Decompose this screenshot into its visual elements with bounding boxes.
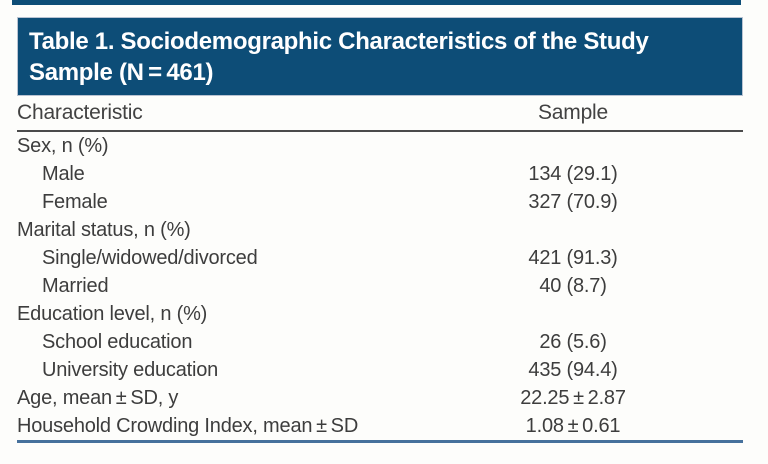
row-value: [403, 216, 743, 244]
row-value: [403, 300, 743, 328]
row-label: Education level, n (%): [17, 302, 208, 325]
row-label: University education: [42, 358, 219, 381]
row-label: Male: [42, 162, 85, 185]
table-row: Single/widowed/divorced 421 (91.3): [17, 244, 743, 272]
table-row: School education 26 (5.6): [17, 328, 743, 356]
row-label: Marital status, n (%): [17, 218, 191, 241]
sociodemographic-table: Characteristic Sample Sex, n (%) Male 13…: [17, 96, 743, 443]
row-value: 22.25 ± 2.87: [520, 386, 626, 409]
row-label: Single/widowed/divorced: [42, 246, 258, 269]
row-value: 40 (8.7): [539, 274, 607, 297]
row-label: Household Crowding Index, mean ± SD: [17, 412, 403, 443]
row-value: [403, 131, 743, 160]
column-header-characteristic: Characteristic: [17, 96, 403, 132]
column-header-sample: Sample: [403, 96, 743, 132]
row-value: 134 (29.1): [528, 162, 618, 185]
row-label: Sex, n (%): [17, 134, 109, 157]
table-row: Education level, n (%): [17, 300, 743, 328]
row-value: 1.08 ± 0.61: [403, 412, 743, 443]
table-row: Sex, n (%): [17, 131, 743, 160]
row-label: School education: [42, 330, 193, 353]
table-body: Sex, n (%) Male 134 (29.1) Female 327 (7…: [17, 131, 743, 443]
table-title: Table 1. Sociodemographic Characteristic…: [29, 28, 649, 86]
table-row: Age, mean ± SD, y 22.25 ± 2.87: [17, 384, 743, 412]
table-row: Household Crowding Index, mean ± SD 1.08…: [17, 412, 743, 443]
row-value: 327 (70.9): [528, 190, 618, 213]
row-label: Married: [42, 274, 109, 297]
row-value: 421 (91.3): [528, 246, 618, 269]
table-row: University education 435 (94.4): [17, 356, 743, 384]
table-header-row: Characteristic Sample: [17, 96, 743, 132]
top-accent-bar: [12, 0, 741, 5]
table-row: Male 134 (29.1): [17, 160, 743, 188]
table-title-band: Table 1. Sociodemographic Characteristic…: [17, 17, 743, 96]
table-row: Marital status, n (%): [17, 216, 743, 244]
row-label: Female: [42, 190, 108, 213]
table-row: Female 327 (70.9): [17, 188, 743, 216]
table-row: Married 40 (8.7): [17, 272, 743, 300]
row-label: Age, mean ± SD, y: [17, 386, 179, 409]
row-value: 435 (94.4): [528, 358, 618, 381]
row-value: 26 (5.6): [539, 330, 607, 353]
